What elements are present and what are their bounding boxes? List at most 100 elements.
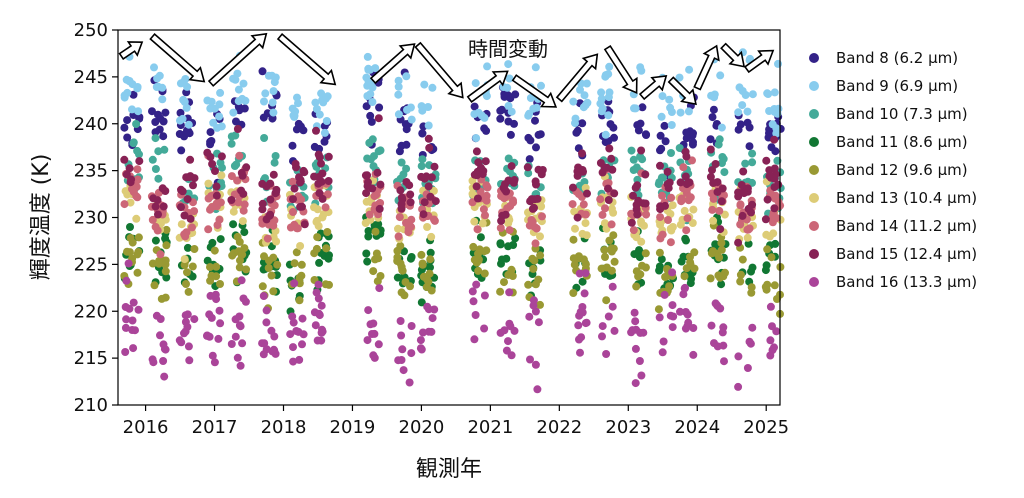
data-point (768, 322, 776, 331)
data-point (761, 266, 770, 275)
data-point (186, 214, 195, 223)
data-point (469, 242, 478, 251)
data-point (607, 220, 616, 229)
data-point (364, 306, 373, 315)
data-point (470, 255, 479, 264)
data-point (368, 98, 377, 106)
data-point (658, 348, 667, 357)
data-point (231, 315, 240, 324)
data-point (424, 103, 432, 111)
data-point (509, 241, 518, 249)
data-point (393, 257, 402, 265)
data-point (471, 79, 480, 88)
data-point (150, 63, 158, 72)
data-point (632, 205, 641, 214)
data-point (641, 199, 650, 208)
data-point (607, 204, 616, 213)
data-point (407, 322, 416, 330)
data-point (396, 186, 405, 195)
data-point (770, 281, 779, 290)
data-point (258, 282, 267, 291)
data-point (397, 262, 406, 271)
data-point (393, 246, 402, 255)
data-point (748, 158, 757, 167)
data-point (180, 261, 189, 269)
data-point (505, 226, 514, 235)
data-point (738, 211, 747, 220)
data-point (427, 173, 436, 182)
data-point (216, 319, 225, 328)
data-point (473, 194, 482, 203)
data-point (709, 179, 718, 187)
x-tick-label: 2022 (536, 417, 582, 438)
data-point (709, 216, 718, 225)
data-point (406, 190, 415, 199)
data-point (720, 191, 728, 200)
data-point (315, 258, 324, 267)
data-point (736, 220, 745, 229)
data-point (483, 183, 492, 192)
data-point (233, 353, 242, 362)
data-point (748, 90, 757, 99)
data-point (737, 181, 746, 189)
data-point (765, 172, 774, 181)
data-point (770, 135, 779, 144)
data-point (668, 201, 677, 210)
data-point (714, 271, 723, 280)
y-tick-label: 230 (74, 208, 108, 229)
data-point (525, 312, 534, 321)
data-point (269, 287, 278, 296)
data-point (215, 306, 224, 315)
data-point (472, 134, 481, 143)
data-point (470, 102, 479, 111)
data-point (536, 130, 545, 139)
data-point (154, 210, 162, 219)
data-point (596, 195, 605, 204)
data-point (125, 304, 134, 313)
data-point (258, 67, 267, 76)
data-point (236, 256, 244, 265)
data-point (638, 155, 647, 164)
data-point (362, 73, 371, 82)
data-point (239, 294, 248, 303)
data-point (571, 114, 580, 123)
data-point (260, 97, 268, 106)
data-point (736, 200, 745, 209)
data-point (509, 198, 518, 207)
data-point (288, 141, 297, 150)
data-point (743, 107, 752, 116)
data-point (370, 152, 378, 161)
data-point (505, 74, 514, 83)
y-tick-label: 245 (74, 67, 108, 88)
data-point (632, 282, 641, 291)
data-point (667, 193, 676, 202)
data-point (681, 234, 690, 243)
data-point (690, 264, 699, 273)
data-point (217, 171, 226, 180)
data-point (629, 155, 638, 164)
data-point (496, 114, 505, 123)
data-point (264, 264, 273, 272)
data-point (363, 92, 372, 100)
data-point (242, 265, 251, 274)
data-point (273, 260, 282, 269)
data-point (124, 259, 133, 268)
data-point (504, 60, 513, 69)
data-point (424, 182, 433, 191)
data-point (231, 332, 240, 341)
data-point (482, 196, 491, 205)
data-point (604, 312, 613, 321)
data-point (317, 336, 326, 345)
data-point (238, 217, 247, 226)
data-point (669, 312, 678, 321)
annotation-arrows (118, 32, 775, 108)
data-point (419, 328, 427, 337)
data-point (496, 328, 505, 337)
data-point (738, 255, 747, 264)
x-tick-label: 2023 (605, 417, 651, 438)
legend-marker (809, 137, 819, 147)
data-point (176, 108, 185, 117)
data-point (315, 153, 324, 162)
data-point (680, 272, 689, 281)
data-point (675, 144, 684, 152)
